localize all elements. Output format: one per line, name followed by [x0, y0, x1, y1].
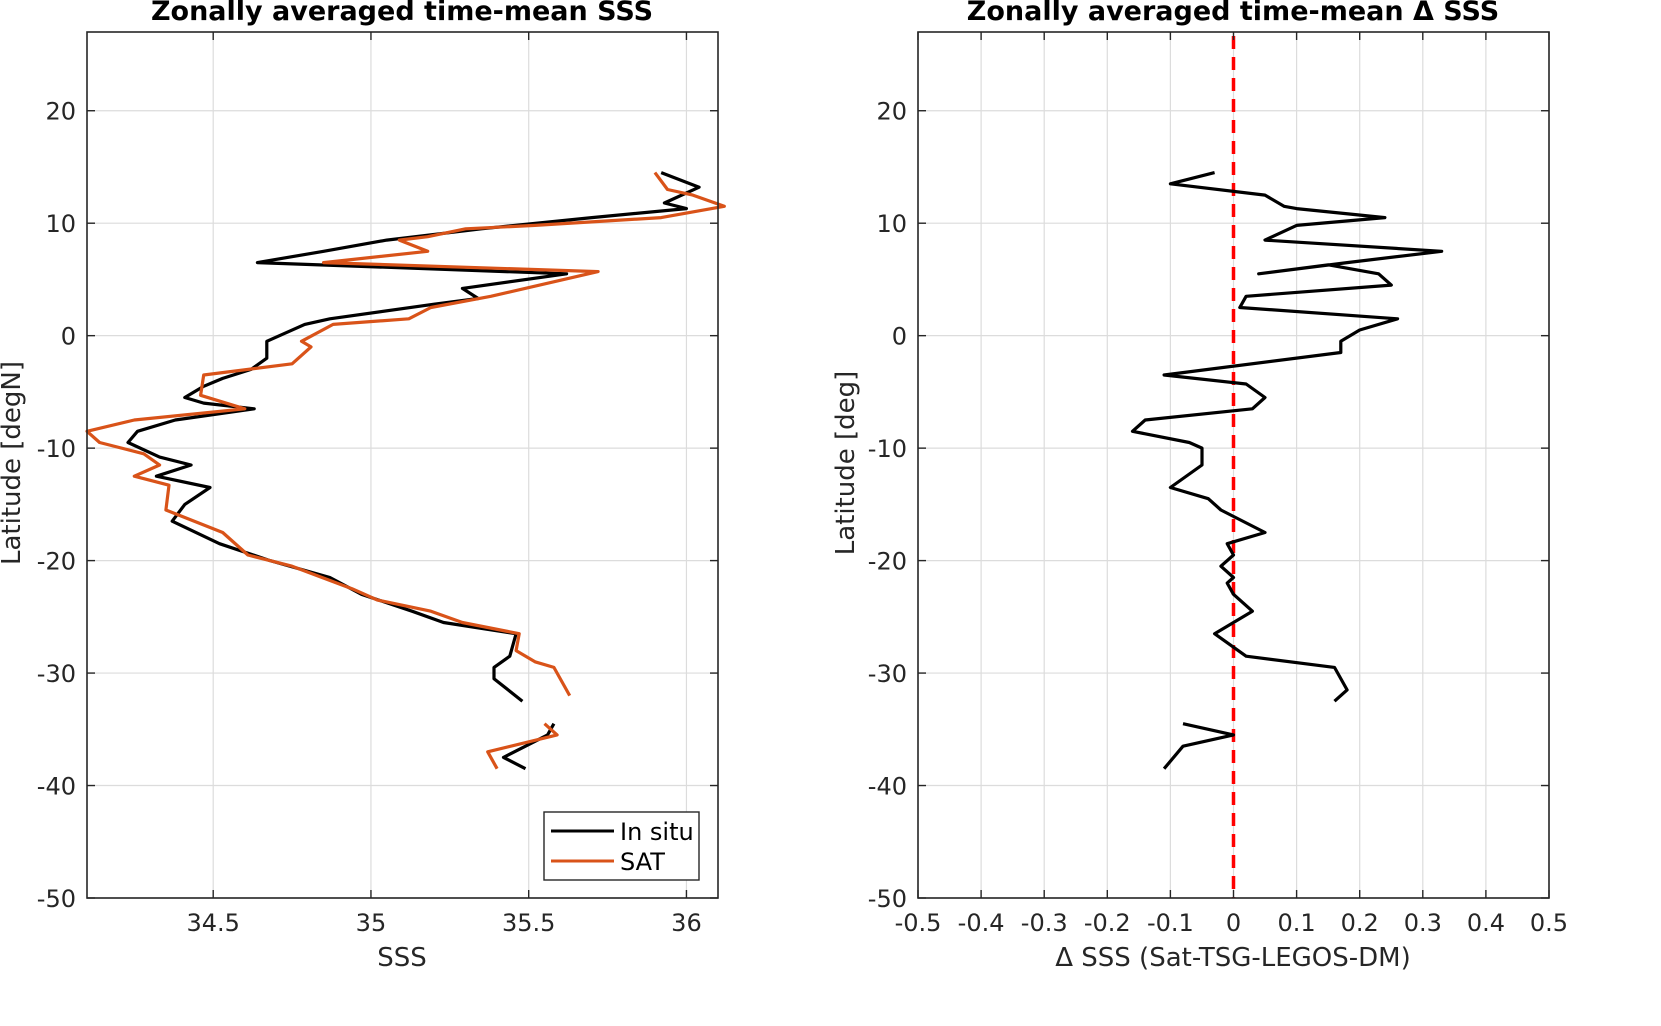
sss-x-tick-label: 34.5 — [186, 909, 239, 937]
sss-x-tick-label: 35.5 — [502, 909, 555, 937]
sss-panel: Zonally averaged time-mean SSS 34.5 35 35.… — [0, 0, 726, 973]
delta-sss-x-tick-label: -0.3 — [1021, 909, 1068, 937]
delta-sss-y-tick-label: -40 — [868, 773, 907, 801]
delta-sss-x-tick-label: 0.2 — [1341, 909, 1379, 937]
sss-grid — [87, 32, 718, 899]
sss-chart-title: Zonally averaged time-mean SSS — [151, 0, 653, 27]
delta-sss-y-tick-label: -20 — [868, 548, 907, 576]
delta-sss-x-tick-label: -0.1 — [1147, 909, 1194, 937]
delta-sss-ticks: -0.5 -0.4 -0.3 -0.2 -0.1 0 0.1 0.2 0.3 0.4 0.5 -50 -… — [868, 32, 1568, 937]
legend: In situ SAT — [543, 811, 700, 881]
sss-y-tick-label: 0 — [61, 323, 76, 351]
series-line-delta-sss-segment-2 — [1162, 722, 1236, 770]
sss-x-tick-label: 35 — [356, 909, 387, 937]
delta-sss-y-tick-label: 10 — [876, 210, 907, 238]
sss-y-tick-label: -30 — [37, 660, 76, 688]
legend-label-sat: SAT — [620, 848, 665, 876]
sss-x-tick-label: 36 — [671, 909, 702, 937]
delta-sss-y-axis-label: Latitude [deg] — [831, 371, 861, 556]
sss-y-tick-label: -10 — [37, 435, 76, 463]
delta-sss-y-tick-label: -30 — [868, 660, 907, 688]
delta-sss-y-tick-label: 20 — [876, 98, 907, 126]
delta-sss-x-tick-label: 0.4 — [1467, 909, 1505, 937]
delta-sss-series-group — [1130, 36, 1444, 898]
delta-sss-x-tick-label: -0.2 — [1084, 909, 1131, 937]
delta-sss-x-tick-label: -0.5 — [895, 909, 942, 937]
sss-series-group — [85, 171, 726, 771]
legend-box — [543, 811, 700, 881]
delta-sss-y-tick-label: -10 — [868, 435, 907, 463]
series-line-sat-segment-2 — [486, 722, 559, 770]
delta-sss-chart-title: Zonally averaged time-mean Δ SSS — [967, 0, 1499, 27]
delta-sss-panel: Zonally averaged time-mean Δ SSS -0.5 -0.… — [831, 0, 1568, 973]
delta-sss-x-tick-label: 0.3 — [1404, 909, 1442, 937]
delta-sss-y-tick-label: -50 — [868, 885, 907, 913]
sss-y-tick-label: 10 — [45, 210, 76, 238]
series-line-delta-sss-segment-1 — [1130, 171, 1444, 703]
sss-x-axis-label: SSS — [377, 943, 427, 973]
sss-ticks: 34.5 35 35.5 36 -50 -40 -30 -20 -10 0 10 20 — [37, 32, 718, 937]
series-line-sat-segment-1 — [85, 171, 726, 697]
delta-sss-x-tick-label: -0.4 — [958, 909, 1005, 937]
delta-sss-x-axis-label: Δ SSS (Sat-TSG-LEGOS-DM) — [1055, 943, 1411, 973]
sss-y-axis-label: Latitude [degN] — [0, 361, 27, 565]
sss-axes-frame — [86, 31, 719, 899]
legend-label-in-situ: In situ — [620, 818, 694, 846]
delta-sss-x-tick-label: 0 — [1226, 909, 1241, 937]
sss-y-tick-label: 20 — [45, 98, 76, 126]
delta-sss-x-tick-label: 0.1 — [1278, 909, 1316, 937]
delta-sss-x-tick-label: 0.5 — [1530, 909, 1568, 937]
delta-sss-y-tick-label: 0 — [892, 323, 907, 351]
sss-y-tick-label: -40 — [37, 773, 76, 801]
sss-y-tick-label: -50 — [37, 885, 76, 913]
sss-y-tick-label: -20 — [37, 548, 76, 576]
